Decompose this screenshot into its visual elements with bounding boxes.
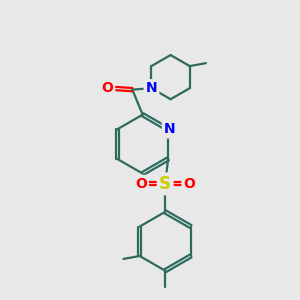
Text: O: O	[101, 81, 113, 95]
Text: O: O	[183, 177, 195, 191]
Text: O: O	[135, 177, 147, 191]
Text: N: N	[164, 122, 176, 136]
Text: S: S	[159, 175, 171, 193]
Text: N: N	[146, 81, 157, 95]
